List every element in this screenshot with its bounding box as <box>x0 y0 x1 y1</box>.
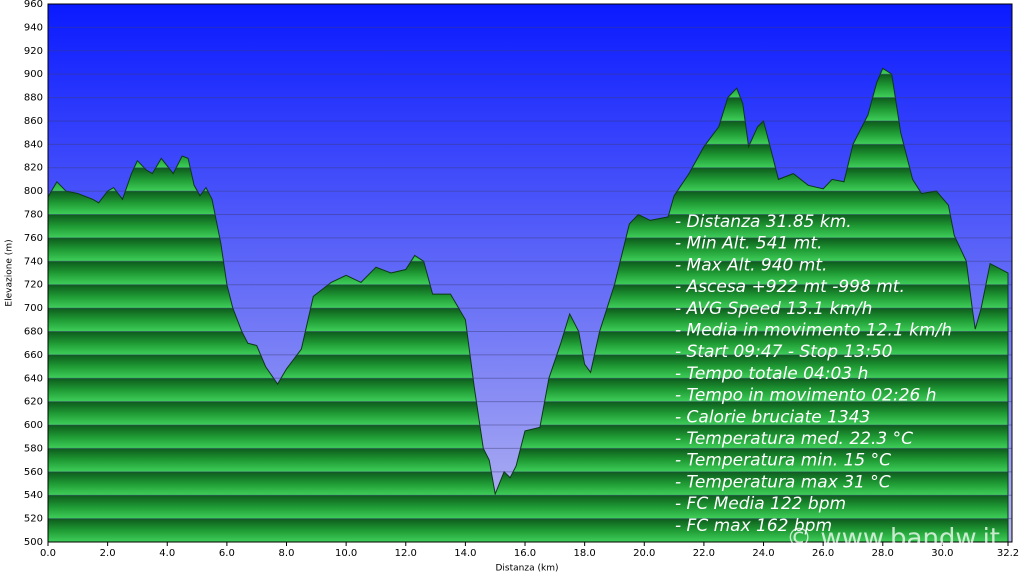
x-tick-label: 32.2 <box>997 548 1019 559</box>
annotation: - FC Media 122 bpm <box>675 494 846 514</box>
plot-frame <box>47 3 1013 543</box>
x-tick-label: 4.0 <box>159 548 175 559</box>
watermark: © www.bandw.it <box>786 524 1000 554</box>
y-tick-label: 600 <box>24 420 43 431</box>
y-tick-label: 780 <box>24 210 43 221</box>
y-tick-label: 920 <box>24 46 43 57</box>
y-tick-label: 680 <box>24 326 43 337</box>
y-tick-label: 800 <box>24 186 43 197</box>
annotation: - Temperatura min. 15 °C <box>675 451 891 471</box>
x-tick-label: 26.0 <box>812 548 834 559</box>
x-tick-label: 22.0 <box>693 548 715 559</box>
annotation: - Calorie bruciate 1343 <box>675 407 870 427</box>
y-tick-label: 720 <box>24 280 43 291</box>
y-tick-label: 940 <box>24 22 43 33</box>
x-tick-label: 16.0 <box>514 548 536 559</box>
annotation: - Distanza 31.85 km. <box>675 212 852 232</box>
y-axis-label: Elevazione (m) <box>5 239 15 306</box>
x-tick-label: 20.0 <box>633 548 655 559</box>
x-tick-label: 30.0 <box>931 548 953 559</box>
annotation: - AVG Speed 13.1 km/h <box>675 299 872 319</box>
y-tick-label: 860 <box>24 116 43 127</box>
x-tick-label: 2.0 <box>100 548 116 559</box>
y-tick-label: 740 <box>24 256 43 267</box>
y-tick-label: 620 <box>24 397 43 408</box>
y-tick-label: 500 <box>24 537 43 548</box>
x-tick-label: 24.0 <box>752 548 774 559</box>
y-tick-label: 640 <box>24 373 43 384</box>
y-tick-label: 520 <box>24 514 43 525</box>
annotation: - Temperatura max 31 °C <box>675 472 891 492</box>
annotation: - FC max 162 bpm <box>675 516 832 536</box>
elevation-area <box>47 67 1009 543</box>
x-tick-label: 28.0 <box>872 548 894 559</box>
y-tick-label: 820 <box>24 163 43 174</box>
x-tick-label: 12.0 <box>395 548 417 559</box>
x-tick-label: 18.0 <box>574 548 596 559</box>
x-tick-label: 0.0 <box>40 548 56 559</box>
x-tick-label: 8.0 <box>279 548 295 559</box>
y-tick-label: 700 <box>24 303 43 314</box>
annotation: - Max Alt. 940 mt. <box>675 255 827 275</box>
y-tick-label: 580 <box>24 443 43 454</box>
x-tick-label: 10.0 <box>335 548 357 559</box>
x-tick-label: 6.0 <box>219 548 235 559</box>
annotation: - Tempo totale 04:03 h <box>675 364 868 384</box>
y-tick-label: 760 <box>24 233 43 244</box>
y-tick-label: 840 <box>24 139 43 150</box>
x-axis-label: Distanza (km) <box>496 564 559 574</box>
y-tick-label: 560 <box>24 467 43 478</box>
annotation: - Temperatura med. 22.3 °C <box>675 429 913 449</box>
annotation: - Media in movimento 12.1 km/h <box>675 321 952 341</box>
annotation: - Start 09:47 - Stop 13:50 <box>675 342 892 362</box>
annotation: - Min Alt. 541 mt. <box>675 234 822 254</box>
y-tick-label: 540 <box>24 490 43 501</box>
annotation: - Ascesa +922 mt -998 mt. <box>675 277 905 297</box>
y-tick-label: 660 <box>24 350 43 361</box>
y-tick-label: 960 <box>24 0 43 10</box>
annotation: - Tempo in movimento 02:26 h <box>675 386 937 406</box>
y-tick-label: 900 <box>24 69 43 80</box>
x-tick-label: 14.0 <box>454 548 476 559</box>
y-tick-label: 880 <box>24 93 43 104</box>
